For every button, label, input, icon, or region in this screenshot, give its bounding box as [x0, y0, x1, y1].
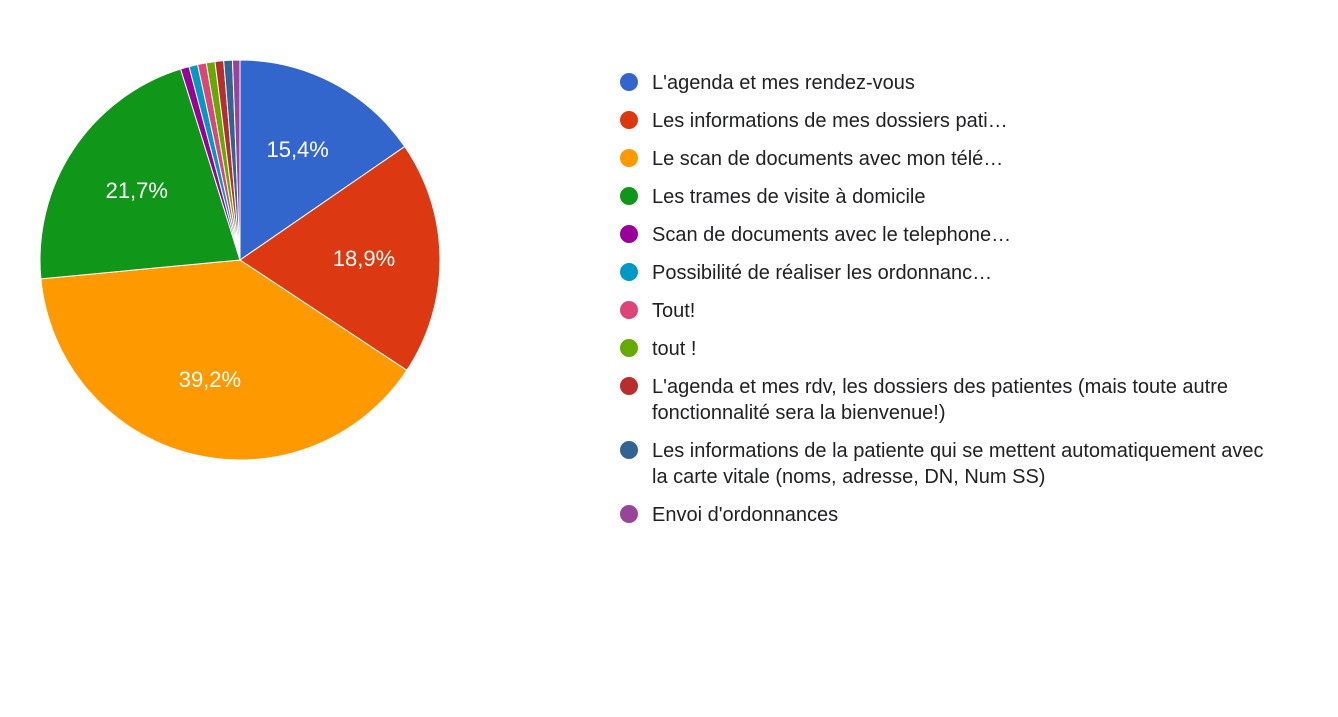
legend-item[interactable]: Le scan de documents avec mon télé…: [620, 146, 1278, 172]
legend-label: Le scan de documents avec mon télé…: [652, 146, 1003, 172]
legend-bullet-icon: [620, 111, 638, 129]
legend-bullet-icon: [620, 263, 638, 281]
pie-slice-pct-label: 15,4%: [266, 137, 328, 163]
legend-item[interactable]: Les informations de la patiente qui se m…: [620, 438, 1278, 490]
legend-bullet-icon: [620, 73, 638, 91]
pie-slice-pct-label: 39,2%: [179, 367, 241, 393]
legend-bullet-icon: [620, 301, 638, 319]
legend-bullet-icon: [620, 225, 638, 243]
pie-chart-area: 15,4% 18,9% 39,2% 21,7%: [0, 0, 600, 717]
legend-item[interactable]: Les trames de visite à domicile: [620, 184, 1278, 210]
legend-item[interactable]: L'agenda et mes rendez-vous: [620, 70, 1278, 96]
legend-item[interactable]: L'agenda et mes rdv, les dossiers des pa…: [620, 374, 1278, 426]
legend-label: L'agenda et mes rendez-vous: [652, 70, 915, 96]
legend-item[interactable]: Possibilité de réaliser les ordonnanc…: [620, 260, 1278, 286]
legend-label: L'agenda et mes rdv, les dossiers des pa…: [652, 374, 1278, 426]
legend: L'agenda et mes rendez-vous Les informati…: [600, 0, 1338, 717]
legend-bullet-icon: [620, 377, 638, 395]
legend-item[interactable]: Les informations de mes dossiers pati…: [620, 108, 1278, 134]
legend-label: Tout!: [652, 298, 695, 324]
pie-slice-pct-label: 18,9%: [333, 246, 395, 272]
legend-label: Scan de documents avec le telephone…: [652, 222, 1011, 248]
legend-label: Possibilité de réaliser les ordonnanc…: [652, 260, 992, 286]
legend-item[interactable]: tout !: [620, 336, 1278, 362]
pie-wrapper: 15,4% 18,9% 39,2% 21,7%: [40, 60, 440, 460]
legend-label: Les informations de mes dossiers pati…: [652, 108, 1008, 134]
legend-bullet-icon: [620, 505, 638, 523]
legend-bullet-icon: [620, 187, 638, 205]
legend-item[interactable]: Scan de documents avec le telephone…: [620, 222, 1278, 248]
legend-bullet-icon: [620, 441, 638, 459]
legend-bullet-icon: [620, 339, 638, 357]
legend-label: tout !: [652, 336, 696, 362]
legend-label: Envoi d'ordonnances: [652, 502, 838, 528]
legend-item[interactable]: Tout!: [620, 298, 1278, 324]
legend-label: Les trames de visite à domicile: [652, 184, 925, 210]
pie-slice-pct-label: 21,7%: [106, 178, 168, 204]
legend-label: Les informations de la patiente qui se m…: [652, 438, 1278, 490]
legend-bullet-icon: [620, 149, 638, 167]
legend-item[interactable]: Envoi d'ordonnances: [620, 502, 1278, 528]
chart-container: 15,4% 18,9% 39,2% 21,7% L'agenda et mes ren…: [0, 0, 1338, 717]
